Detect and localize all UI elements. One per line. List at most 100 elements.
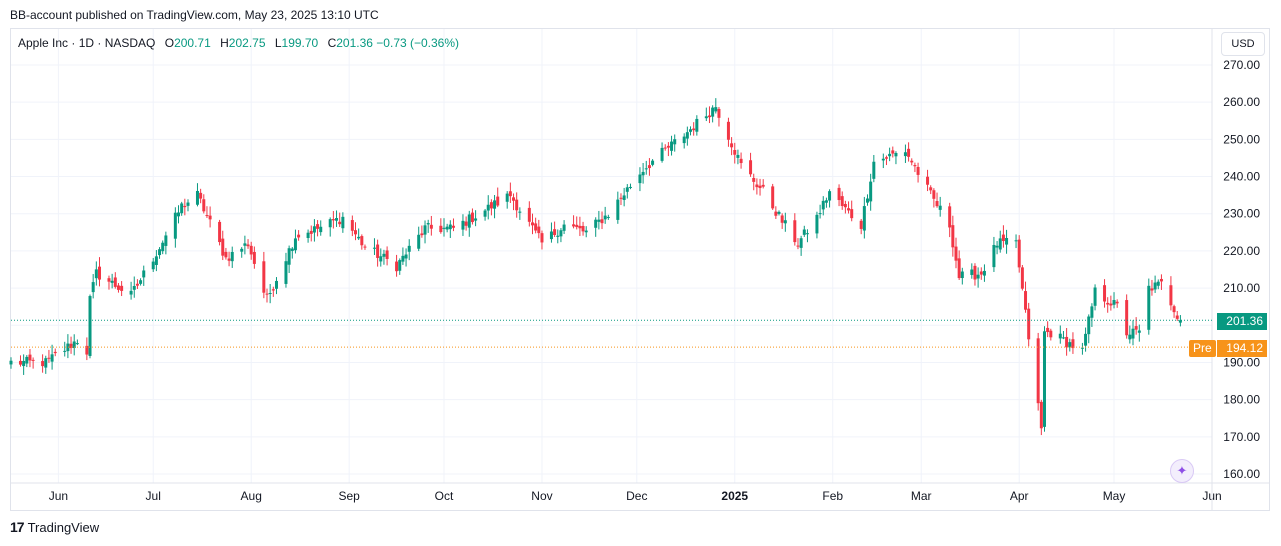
candle-body	[489, 202, 493, 209]
legend-low: 199.70	[281, 36, 319, 50]
candle-body	[866, 198, 870, 203]
currency-button[interactable]: USD	[1221, 32, 1265, 56]
candle-body	[1115, 301, 1119, 304]
candle-body	[1093, 287, 1097, 306]
candle-body	[186, 202, 190, 206]
candle-body	[309, 230, 313, 234]
candle-body	[205, 215, 209, 217]
candle-body	[183, 205, 187, 208]
candle-body	[1128, 334, 1132, 340]
candle-body	[417, 234, 421, 249]
legend-close-label: C	[327, 36, 337, 50]
candle-body	[1159, 278, 1163, 282]
candle-body	[31, 359, 35, 361]
candle-body	[992, 244, 996, 268]
candle-body	[685, 132, 689, 139]
candle-body	[837, 187, 841, 201]
candle-body	[363, 246, 367, 248]
candle-body	[537, 226, 541, 234]
candle-body	[246, 244, 250, 247]
x-tick-label: Dec	[626, 489, 647, 503]
candle-body	[240, 248, 244, 252]
candle-body	[85, 345, 89, 355]
candle-body	[600, 219, 604, 224]
candle-body	[603, 215, 607, 220]
candle-body	[948, 206, 952, 228]
y-tick-label: 180.00	[1223, 393, 1260, 407]
candle-body	[139, 280, 143, 284]
candle-body	[202, 199, 206, 212]
candle-body	[907, 148, 911, 157]
candle-body	[995, 245, 999, 248]
candle-body	[1036, 338, 1040, 404]
candle-body	[938, 205, 942, 210]
candle-body	[426, 223, 430, 225]
candle-body	[976, 274, 980, 279]
candle-body	[9, 360, 13, 365]
candle-body	[120, 285, 124, 291]
ai-assistant-icon[interactable]: ✦	[1170, 459, 1194, 483]
y-tick-label: 190.00	[1223, 355, 1260, 369]
candle-body	[572, 224, 576, 227]
candle-body	[758, 185, 762, 189]
x-tick-label: Aug	[241, 489, 262, 503]
candle-body	[929, 187, 933, 191]
candle-body	[429, 224, 433, 229]
ohlc-legend: Apple Inc · 1D · NASDAQ O200.71 H202.75 …	[18, 36, 459, 50]
candle-body	[1068, 342, 1072, 348]
candle-body	[44, 358, 48, 368]
candle-body	[780, 215, 784, 223]
tradingview-brand[interactable]: 17 TradingView	[10, 519, 99, 535]
candle-body	[505, 193, 509, 202]
x-tick-label: Sep	[338, 489, 360, 503]
candle-body	[730, 143, 734, 148]
y-tick-label: 260.00	[1223, 95, 1260, 109]
candle-body	[1131, 328, 1135, 339]
candle-body	[1090, 306, 1094, 318]
y-tick-label: 210.00	[1223, 281, 1260, 295]
candle-body	[328, 219, 332, 228]
candle-body	[227, 258, 231, 261]
candle-body	[407, 245, 411, 252]
candle-body	[224, 251, 228, 258]
candle-body	[293, 238, 297, 251]
candle-body	[420, 233, 424, 236]
candle-body	[527, 207, 531, 222]
legend-symbol[interactable]: Apple Inc · 1D · NASDAQ	[18, 36, 156, 50]
candle-body	[926, 176, 930, 185]
premarket-label: Pre	[1189, 340, 1216, 357]
candle-body	[319, 226, 323, 233]
candle-body	[998, 238, 1002, 250]
candle-body	[486, 204, 490, 211]
candle-body	[218, 221, 222, 243]
candle-body	[195, 190, 199, 205]
candle-body	[423, 225, 427, 235]
candle-body	[316, 224, 320, 229]
candle-body	[442, 227, 446, 229]
candle-body	[1150, 288, 1154, 291]
candle-body	[622, 195, 626, 200]
candle-body	[761, 184, 765, 187]
legend-high: 202.75	[228, 36, 266, 50]
candle-body	[341, 216, 345, 229]
candle-body	[1058, 333, 1062, 339]
candle-body	[379, 256, 383, 262]
candle-body	[154, 256, 158, 265]
candle-body	[840, 196, 844, 207]
candle-body	[1027, 308, 1031, 340]
candle-body	[274, 280, 278, 289]
candle-body	[689, 129, 693, 132]
candle-body	[910, 160, 914, 163]
candle-body	[1046, 327, 1050, 333]
candle-body	[132, 286, 136, 290]
candle-body	[461, 220, 465, 230]
candle-body	[774, 211, 778, 216]
y-tick-label: 250.00	[1223, 132, 1260, 146]
candle-body	[1103, 285, 1107, 302]
candle-body	[556, 235, 560, 237]
candle-body	[979, 271, 983, 275]
candle-body	[821, 200, 825, 210]
candle-body	[628, 186, 632, 188]
candle-body	[695, 118, 699, 132]
